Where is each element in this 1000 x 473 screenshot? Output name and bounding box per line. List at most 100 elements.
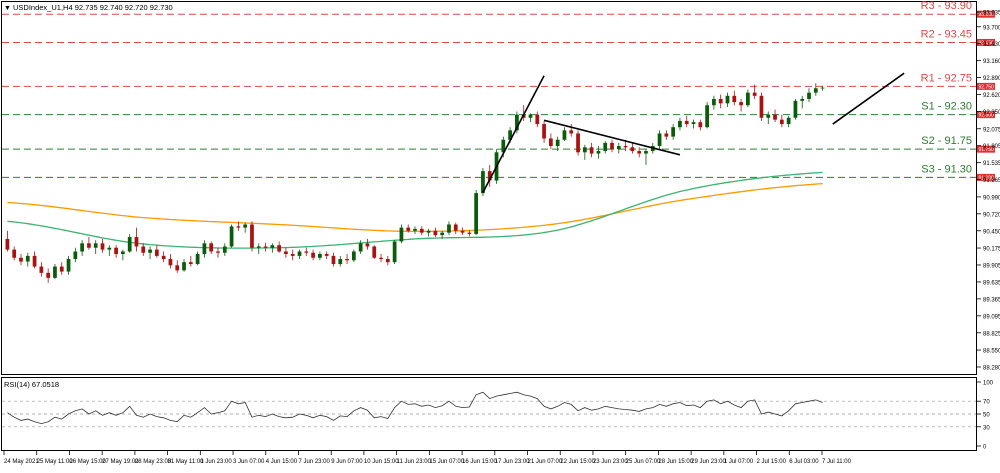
level-price-tag-0 bbox=[977, 10, 995, 18]
x-axis-tick-label: 29 Jun 23:00 bbox=[691, 459, 726, 465]
y-axis-tick-label: 89.095 bbox=[983, 314, 1000, 320]
candle-body-2 bbox=[19, 257, 23, 262]
candle-body-5 bbox=[39, 266, 44, 273]
candle-body-15 bbox=[107, 247, 112, 250]
candle-body-65 bbox=[447, 224, 451, 233]
candle-body-86 bbox=[589, 147, 594, 154]
candle-body-44 bbox=[304, 251, 309, 253]
candle-body-48 bbox=[331, 255, 336, 265]
candle-body-0 bbox=[5, 238, 10, 250]
level-label-1: R2 - 93.45 bbox=[921, 28, 972, 40]
rsi-axis-tick-label: 0 bbox=[983, 445, 987, 451]
candle-body-1 bbox=[12, 249, 17, 258]
candle-body-73 bbox=[501, 139, 506, 153]
x-axis-tick-label: 1 Jul 07:00 bbox=[724, 459, 754, 465]
candle-body-94 bbox=[644, 151, 648, 154]
candle-body-52 bbox=[358, 243, 363, 252]
y-axis-tick-label: 93.700 bbox=[983, 25, 1000, 31]
x-axis-tick-label: 24 May 2021 bbox=[4, 459, 39, 465]
candle-body-70 bbox=[481, 171, 485, 194]
candle-body-34 bbox=[236, 226, 241, 228]
candle-body-50 bbox=[345, 259, 349, 261]
x-axis-tick-label: 28 Jun 15:00 bbox=[658, 459, 693, 465]
y-axis-tick-label: 91.805 bbox=[983, 144, 1000, 150]
candle-body-84 bbox=[576, 133, 580, 153]
candle-body-111 bbox=[759, 95, 764, 118]
candle-body-59 bbox=[406, 227, 411, 231]
candle-body-107 bbox=[732, 95, 737, 103]
candle-body-19 bbox=[134, 237, 139, 247]
x-axis-tick-label: 1 Jun 23:00 bbox=[200, 459, 232, 465]
y-axis-tick-label: 92.890 bbox=[983, 76, 1000, 82]
level-price-tag-1 bbox=[977, 38, 995, 46]
candle-body-3 bbox=[25, 255, 30, 262]
candle-body-105 bbox=[718, 98, 723, 104]
trendline-0 bbox=[482, 75, 545, 193]
y-axis-tick-label: 91.535 bbox=[983, 161, 1000, 167]
candle-body-88 bbox=[603, 142, 608, 152]
y-axis-tick-label: 91.265 bbox=[983, 178, 1000, 184]
candle-body-60 bbox=[413, 228, 417, 231]
candle-body-11 bbox=[80, 243, 84, 252]
x-axis-tick-label: 16 Jun 15:00 bbox=[462, 459, 497, 465]
candle-body-35 bbox=[243, 224, 248, 228]
candle-body-27 bbox=[188, 262, 193, 265]
level-price-tag-text-3: 92.300 bbox=[979, 113, 995, 119]
x-axis-tick-label: 25 Jun 07:00 bbox=[626, 459, 661, 465]
candle-body-67 bbox=[460, 230, 465, 233]
level-price-tag-2 bbox=[977, 82, 995, 90]
candle-body-16 bbox=[114, 247, 118, 255]
x-axis-tick-label: 4 Jun 15:00 bbox=[266, 459, 298, 465]
candle-body-117 bbox=[800, 98, 805, 101]
chart-header-title: USDIndex_U1,H4 92.735 92.740 92.720 92.7… bbox=[13, 3, 173, 12]
candle-body-28 bbox=[195, 254, 200, 265]
candle-body-103 bbox=[705, 105, 709, 128]
candle-body-74 bbox=[508, 130, 512, 140]
candle-body-81 bbox=[555, 139, 560, 147]
x-axis-tick-label: 27 May 19:00 bbox=[102, 459, 139, 465]
x-axis-tick-label: 6 Jul 03:00 bbox=[789, 459, 819, 465]
x-axis-tick-label: 17 Jun 23:00 bbox=[495, 459, 530, 465]
candle-body-114 bbox=[779, 119, 784, 125]
candle-body-92 bbox=[630, 147, 635, 152]
candle-body-55 bbox=[379, 257, 383, 260]
candle-body-37 bbox=[256, 246, 261, 248]
x-axis-tick-label: 22 Jun 15:00 bbox=[560, 459, 595, 465]
level-label-5: S3 - 91.30 bbox=[921, 163, 972, 175]
candle-body-6 bbox=[46, 272, 51, 278]
candle-body-14 bbox=[100, 243, 105, 250]
candle-body-47 bbox=[324, 254, 329, 256]
trendline-2 bbox=[832, 72, 905, 125]
candle-body-40 bbox=[277, 245, 282, 252]
candle-body-24 bbox=[168, 259, 173, 266]
x-axis-tick-label: 26 May 15:00 bbox=[69, 459, 106, 465]
candle-body-106 bbox=[725, 95, 730, 104]
x-axis-tick-label: 10 Jun 15:00 bbox=[364, 459, 399, 465]
y-axis-tick-label: 89.635 bbox=[983, 280, 1000, 286]
candle-body-53 bbox=[365, 243, 370, 247]
x-axis-tick-label: 25 May 11:00 bbox=[37, 459, 74, 465]
y-axis-tick-label: 89.365 bbox=[983, 297, 1000, 303]
candle-body-32 bbox=[222, 246, 227, 253]
x-axis-tick-label: 15 Jun 07:00 bbox=[429, 459, 464, 465]
candle-body-102 bbox=[698, 122, 703, 128]
y-axis-tick-label: 93.160 bbox=[983, 59, 1000, 65]
candle-body-90 bbox=[616, 146, 621, 150]
candle-body-115 bbox=[786, 117, 791, 125]
candle-body-26 bbox=[182, 262, 186, 271]
candle-body-7 bbox=[53, 266, 57, 278]
x-axis-tick-label: 28 May 23:00 bbox=[135, 459, 172, 465]
candle-body-43 bbox=[297, 251, 302, 256]
candle-body-45 bbox=[311, 252, 315, 258]
candle-body-41 bbox=[284, 251, 288, 255]
candle-body-71 bbox=[487, 171, 492, 181]
candle-body-101 bbox=[691, 122, 696, 125]
level-price-tag-4 bbox=[977, 145, 995, 153]
candle-body-85 bbox=[582, 147, 587, 153]
candle-body-9 bbox=[66, 259, 71, 272]
level-price-tag-text-0: 93.900 bbox=[979, 12, 995, 18]
level-price-tag-text-1: 93.450 bbox=[979, 40, 995, 46]
x-axis-tick-label: 11 Jun 23:00 bbox=[397, 459, 432, 465]
y-axis-tick-label: 90.720 bbox=[983, 212, 1000, 218]
